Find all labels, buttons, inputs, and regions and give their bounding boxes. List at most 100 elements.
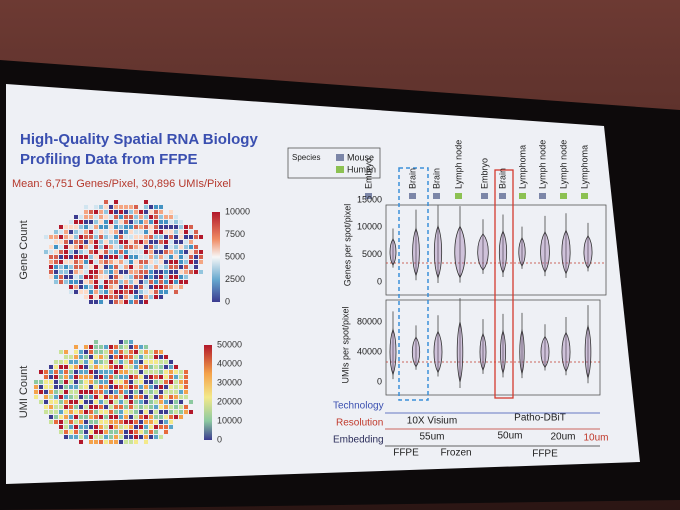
heatmap-spot <box>164 265 168 269</box>
heatmap-spot <box>114 280 118 284</box>
heatmap-spot <box>104 280 108 284</box>
slide-title: High-Quality Spatial RNA Biology <box>20 131 258 148</box>
heatmap-spot <box>89 255 93 259</box>
heatmap-spot <box>59 365 63 369</box>
heatmap-spot <box>74 390 78 394</box>
heatmap-spot <box>199 250 203 254</box>
heatmap-spot <box>104 285 108 289</box>
heatmap-spot <box>94 385 98 389</box>
heatmap-spot <box>104 405 108 409</box>
heatmap-spot <box>109 415 113 419</box>
heatmap-spot <box>174 410 178 414</box>
heatmap-spot <box>79 230 83 234</box>
heatmap-spot <box>169 275 173 279</box>
heatmap-spot <box>134 260 138 264</box>
heatmap-spot <box>144 270 148 274</box>
heatmap-spot <box>179 385 183 389</box>
heatmap-spot <box>144 415 148 419</box>
heatmap-spot <box>139 235 143 239</box>
y-tick-label: 10000 <box>357 222 382 232</box>
violin <box>477 233 489 271</box>
heatmap-spot <box>89 415 93 419</box>
heatmap-spot <box>139 355 143 359</box>
heatmap-spot <box>89 210 93 214</box>
heatmap-spot <box>114 355 118 359</box>
heatmap-spot <box>119 435 123 439</box>
heatmap-spot <box>119 375 123 379</box>
species-swatch <box>499 193 506 199</box>
heatmap-spot <box>124 210 128 214</box>
heatmap-spot <box>64 420 68 424</box>
heatmap-spot <box>104 350 108 354</box>
heatmap-spot <box>84 210 88 214</box>
heatmap-spot <box>94 360 98 364</box>
heatmap-spot <box>104 240 108 244</box>
heatmap-spot <box>129 265 133 269</box>
heatmap-spot <box>74 250 78 254</box>
heatmap-spot <box>184 275 188 279</box>
heatmap-spot <box>199 255 203 259</box>
heatmap-spot <box>184 385 188 389</box>
violin <box>519 328 525 376</box>
heatmap-spot <box>104 345 108 349</box>
heatmap-spot <box>64 225 68 229</box>
highlight-box <box>398 167 429 401</box>
heatmap-spot <box>84 425 88 429</box>
heatmap-spot <box>94 290 98 294</box>
sample-label: Brain <box>497 168 507 189</box>
heatmap-spot <box>149 435 153 439</box>
heatmap-spot <box>149 210 153 214</box>
heatmap-spot <box>139 345 143 349</box>
heatmap-spot <box>119 300 123 304</box>
heatmap-spot <box>164 255 168 259</box>
heatmap-spot <box>109 360 113 364</box>
heatmap-spot <box>114 345 118 349</box>
heatmap-spot <box>99 435 103 439</box>
heatmap-spot <box>189 245 193 249</box>
heatmap-spot <box>84 400 88 404</box>
heatmap-spot <box>84 240 88 244</box>
heatmap-spot <box>69 240 73 244</box>
heatmap-spot <box>64 370 68 374</box>
colorbar-tick-label: 20000 <box>217 396 242 406</box>
heatmap-spot <box>94 375 98 379</box>
heatmap-spot <box>149 225 153 229</box>
heatmap-spot <box>144 360 148 364</box>
heatmap-spot <box>154 225 158 229</box>
heatmap-spot <box>104 420 108 424</box>
heatmap-spot <box>64 435 68 439</box>
heatmap-spot <box>79 240 83 244</box>
heatmap-spot <box>134 360 138 364</box>
heatmap-spot <box>169 265 173 269</box>
heatmap-spot <box>159 365 163 369</box>
heatmap-spot <box>169 235 173 239</box>
heatmap-spot <box>144 220 148 224</box>
heatmap-spot <box>129 365 133 369</box>
heatmap-spot <box>169 220 173 224</box>
heatmap-spot <box>139 410 143 414</box>
heatmap-spot <box>84 395 88 399</box>
heatmap-spot <box>84 370 88 374</box>
heatmap-spot <box>164 225 168 229</box>
heatmap-spot <box>74 345 78 349</box>
heatmap-spot <box>139 240 143 244</box>
summary: Mean: 6,751 Genes/Pixel, 30,896 UMIs/Pix… <box>12 178 231 190</box>
colorbar-tick-label: 10000 <box>217 415 242 425</box>
heatmap-spot <box>129 435 133 439</box>
heatmap-spot <box>94 280 98 284</box>
heatmap-spot <box>144 230 148 234</box>
heatmap-spot <box>104 270 108 274</box>
table-cell: 50um <box>497 431 522 442</box>
heatmap-spot <box>74 360 78 364</box>
heatmap-spot <box>144 250 148 254</box>
heatmap-spot <box>144 400 148 404</box>
heatmap-spot <box>134 250 138 254</box>
heatmap-spot <box>179 380 183 384</box>
heatmap-spot <box>149 395 153 399</box>
heatmap-spot <box>159 420 163 424</box>
heatmap-spot <box>99 275 103 279</box>
heatmap-spot <box>169 360 173 364</box>
heatmap-spot <box>124 235 128 239</box>
heatmap-spot <box>164 260 168 264</box>
heatmap-spot <box>129 360 133 364</box>
